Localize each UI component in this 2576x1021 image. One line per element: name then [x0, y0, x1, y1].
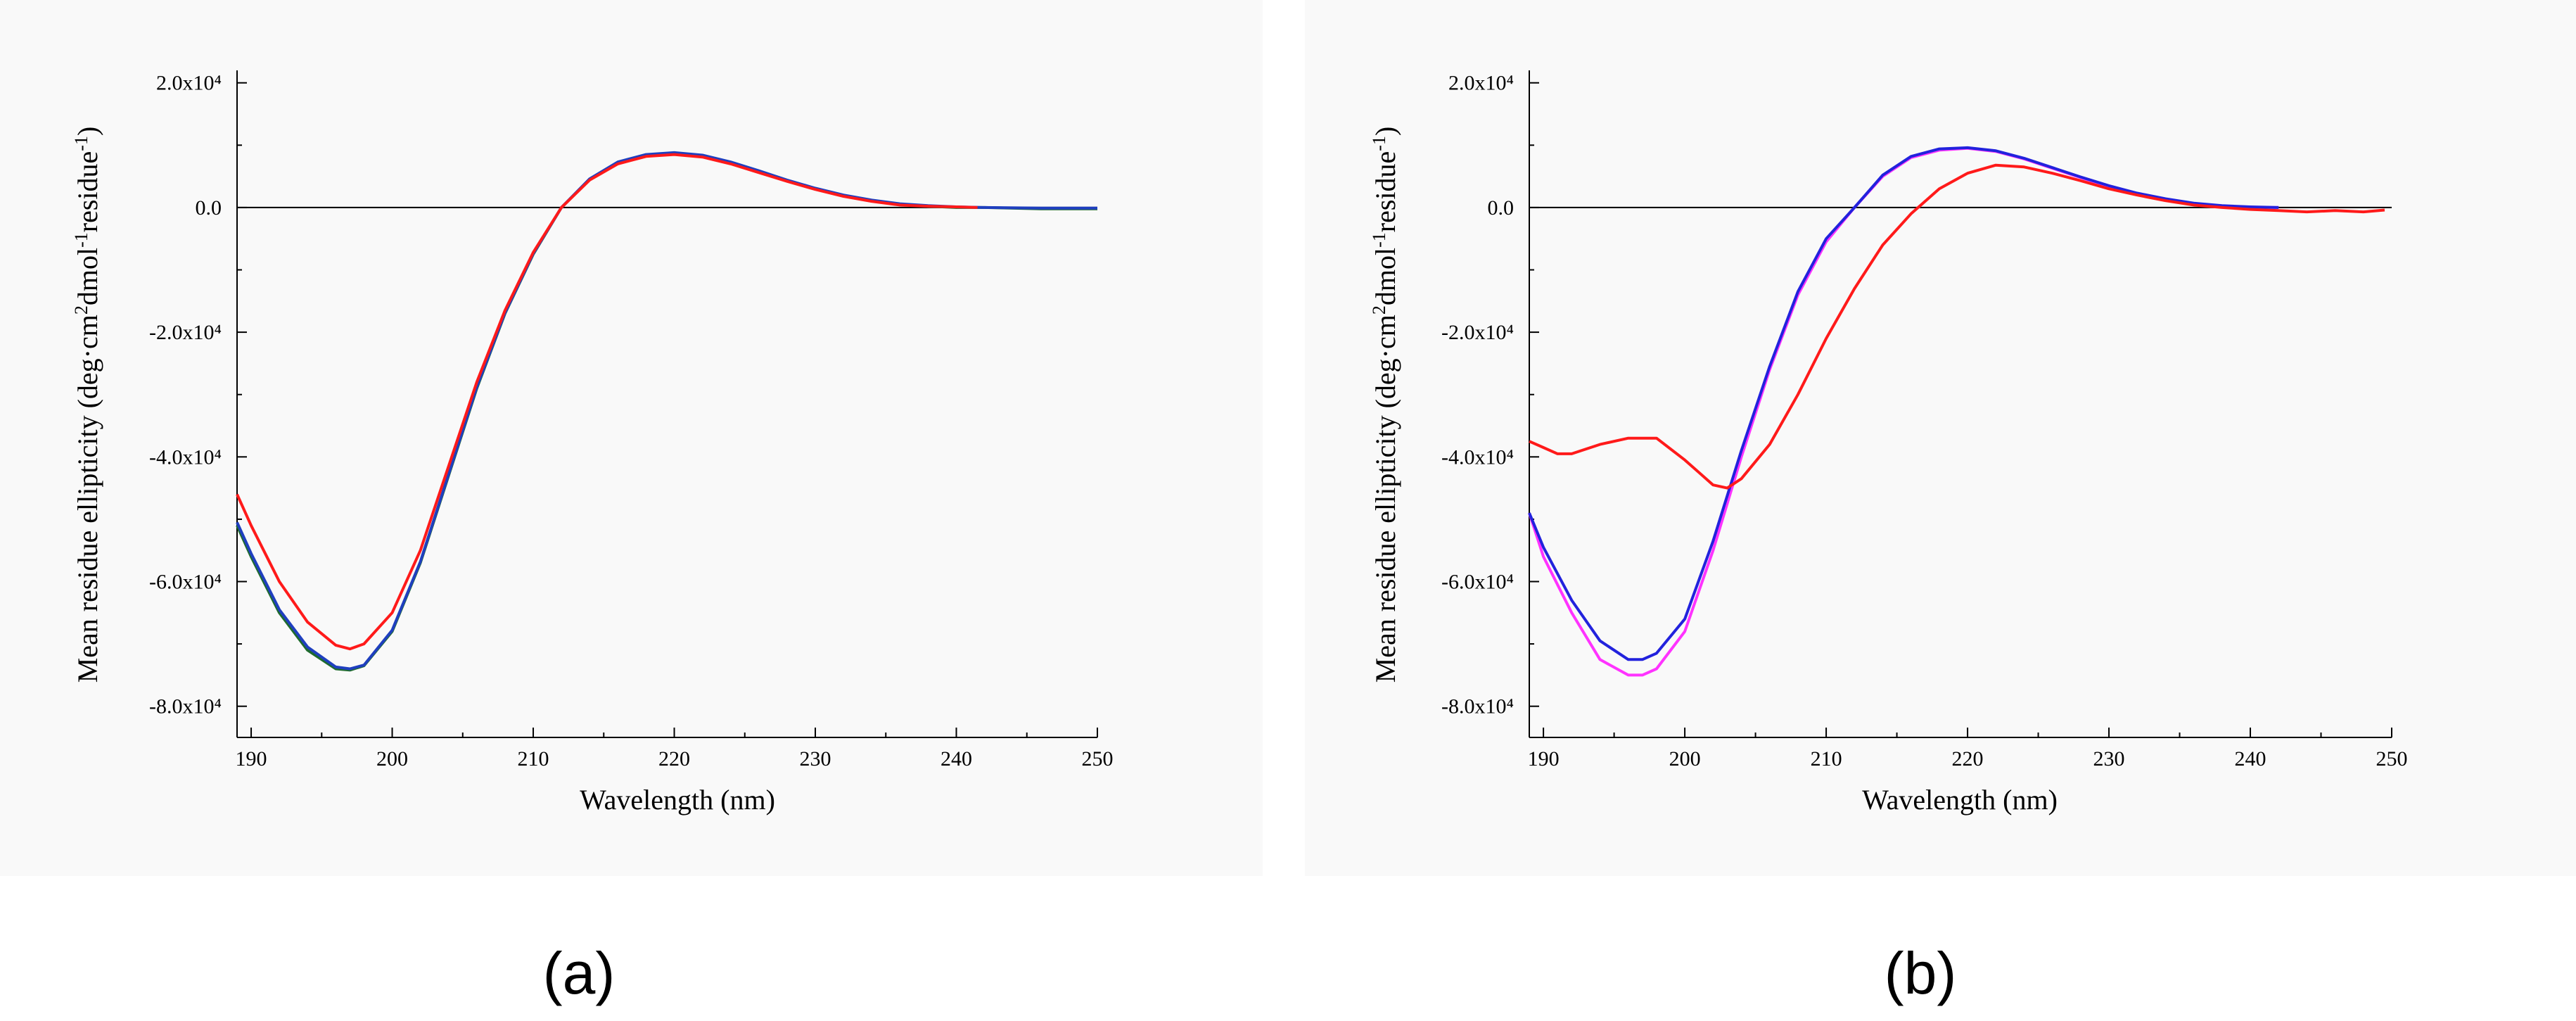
panel-a-background — [0, 0, 1263, 876]
y-tick-label: 0.0 — [1488, 196, 1515, 220]
plot-area-b: 190 200 210 220 230 240 250 2.0x10⁴ 0.0 -2.0x10⁴ -… — [1441, 70, 2408, 770]
y-tick-label: 0.0 — [196, 196, 222, 220]
x-tick-label: 190 — [1528, 747, 1560, 770]
plot-area-a: 190 200 210 220 230 240 250 2.0x10⁴ 0.0 -2.0x10⁴ -… — [149, 70, 1114, 770]
series-line-1 — [236, 151, 1097, 672]
x-tick-label: 240 — [2235, 747, 2266, 770]
x-axis-title-b: Wavelength (nm) — [1862, 784, 2058, 816]
series-line-3 — [236, 153, 978, 651]
x-tick-label: 250 — [1082, 747, 1114, 770]
series-line-2 — [1528, 146, 2279, 661]
x-tick-label: 210 — [1811, 747, 1842, 770]
chart-panel-b: 190 200 210 220 230 240 250 2.0x10⁴ 0.0 -2.0x10⁴ -… — [1369, 70, 2408, 1006]
x-axis-title-a: Wavelength (nm) — [580, 784, 775, 816]
y-tick-label: -6.0x10⁴ — [1441, 571, 1514, 594]
y-axis-title-a: Mean residue ellipticity (deg·cm2dmol-1r… — [71, 127, 104, 683]
panel-label-b: (b) — [1885, 940, 1957, 1006]
panel-label-a: (a) — [543, 940, 616, 1006]
y-tick-label: -2.0x10⁴ — [1441, 321, 1514, 344]
y-tick-label: 2.0x10⁴ — [1448, 72, 1514, 95]
x-tick-label: 240 — [941, 747, 972, 770]
y-axis-title-b: Mean residue ellipticity (deg·cm2dmol-1r… — [1369, 127, 1402, 683]
y-tick-label: 2.0x10⁴ — [156, 72, 222, 95]
x-tick-label: 250 — [2376, 747, 2408, 770]
y-tick-label: -4.0x10⁴ — [1441, 445, 1514, 469]
y-tick-label: -8.0x10⁴ — [149, 695, 222, 718]
x-tick-label: 210 — [518, 747, 549, 770]
series-line-2 — [236, 151, 1097, 671]
series-line-1 — [1528, 146, 2279, 677]
y-tick-label: -6.0x10⁴ — [149, 571, 222, 594]
y-tick-label: -2.0x10⁴ — [149, 321, 222, 344]
x-tick-label: 220 — [658, 747, 690, 770]
x-tick-label: 230 — [2093, 747, 2125, 770]
x-tick-label: 220 — [1952, 747, 1984, 770]
chart-panel-a: 190 200 210 220 230 240 250 2.0x10⁴ 0.0 -2.0x10⁴ -… — [71, 70, 1114, 1006]
x-tick-label: 230 — [800, 747, 831, 770]
series-line-3 — [1529, 163, 2385, 490]
panel-b-background — [1305, 0, 2576, 876]
x-tick-label: 200 — [1669, 747, 1701, 770]
y-tick-label: -8.0x10⁴ — [1441, 695, 1514, 718]
y-tick-label: -4.0x10⁴ — [149, 445, 222, 469]
x-tick-label: 200 — [376, 747, 408, 770]
x-tick-label: 190 — [236, 747, 267, 770]
